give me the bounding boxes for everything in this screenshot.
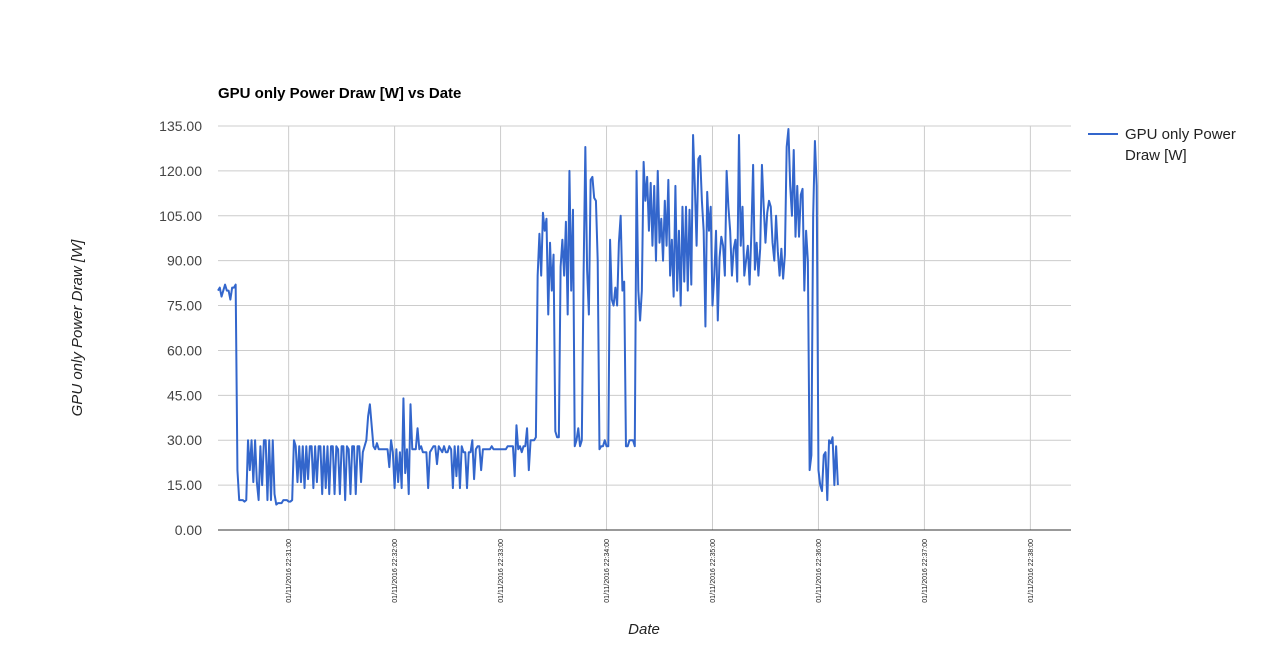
y-tick-label: 15.00: [167, 477, 202, 493]
x-tick-label: 01/11/2016 22:37:00: [922, 539, 929, 603]
series-layer: [217, 127, 839, 506]
y-tick-label: 0.00: [175, 522, 202, 538]
x-tick-label: 01/11/2016 22:34:00: [604, 539, 611, 603]
x-tick-label: 01/11/2016 22:32:00: [392, 539, 399, 603]
y-tick-label: 60.00: [167, 342, 202, 358]
x-axis-ticks: 01/11/2016 22:31:00 01/11/2016 22:32:00 01…: [286, 539, 1035, 603]
x-tick-label: 01/11/2016 22:36:00: [816, 539, 823, 603]
x-axis-title: Date: [628, 621, 660, 638]
y-tick-label: 135.00: [159, 118, 202, 134]
y-tick-label: 75.00: [167, 298, 202, 314]
chart-title: GPU only Power Draw [W] vs Date: [218, 85, 461, 102]
x-tick-label: 01/11/2016 22:33:00: [498, 539, 505, 603]
y-tick-label: 30.00: [167, 432, 202, 448]
legend: GPU only Power Draw [W]: [1088, 126, 1236, 164]
legend-label: GPU only Power Draw [W]: [1125, 126, 1236, 164]
x-tick-label: 01/11/2016 22:38:00: [1028, 539, 1035, 603]
series-line-gpu-power: [217, 127, 839, 506]
y-tick-label: 90.00: [167, 253, 202, 269]
y-tick-label: 105.00: [159, 208, 202, 224]
x-tick-label: 01/11/2016 22:35:00: [710, 539, 717, 603]
y-tick-label: 45.00: [167, 387, 202, 403]
y-axis-title: GPU only Power Draw [W]: [69, 239, 86, 417]
x-tick-label: 01/11/2016 22:31:00: [286, 539, 293, 603]
y-tick-label: 120.00: [159, 163, 202, 179]
gridlines: [218, 125, 1071, 530]
y-axis-ticks: 0.00 15.00 30.00 45.00 60.00 75.00 90.00 105.00…: [159, 118, 202, 538]
